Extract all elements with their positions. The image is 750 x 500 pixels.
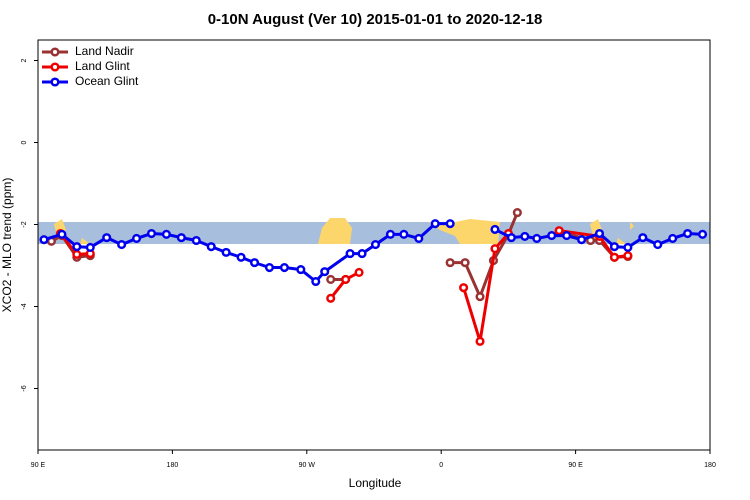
series-point xyxy=(357,249,367,259)
series-point xyxy=(191,235,201,246)
series-point xyxy=(341,274,351,284)
series-point xyxy=(85,242,95,253)
series-point xyxy=(414,233,424,243)
series-point xyxy=(326,293,336,303)
series-point xyxy=(132,233,142,243)
series-point xyxy=(460,258,470,268)
series-point xyxy=(296,265,306,275)
series-point xyxy=(430,219,440,229)
series-point xyxy=(547,231,557,241)
series-point xyxy=(697,229,708,239)
x-axis-title: Longitude xyxy=(349,476,402,490)
series-point xyxy=(146,228,157,239)
series-point xyxy=(520,231,530,241)
chart-title: 0-10N August (Ver 10) 2015-01-01 to 2020… xyxy=(208,11,543,28)
series-point xyxy=(638,233,648,243)
series-point xyxy=(326,274,336,284)
series-point xyxy=(475,336,485,346)
series-point xyxy=(72,242,82,252)
x-tick-label: 90 W xyxy=(299,462,316,469)
legend-marker xyxy=(50,77,60,87)
series-point xyxy=(249,258,260,268)
series-point xyxy=(554,226,564,236)
series-point xyxy=(490,244,500,254)
land-asia xyxy=(54,219,90,244)
x-tick-label: 90 E xyxy=(568,462,583,469)
land-africa xyxy=(318,218,352,244)
series-point xyxy=(57,229,67,239)
series-point xyxy=(72,249,82,259)
series-point xyxy=(221,247,231,257)
series-point xyxy=(117,240,127,250)
y-tick-label: -6 xyxy=(21,385,28,391)
series-point xyxy=(320,267,330,277)
plot-frame xyxy=(37,39,711,451)
series-point xyxy=(668,233,678,243)
series-point xyxy=(445,219,455,229)
x-tick-label: 90 E xyxy=(31,462,46,469)
series-point xyxy=(653,240,663,250)
series-point xyxy=(176,233,186,243)
series-point xyxy=(345,249,355,259)
y-axis-title: XCO2 - MLO trend (ppm) xyxy=(0,178,14,313)
x-tick-label: 180 xyxy=(167,462,179,469)
y-tick-label: 0 xyxy=(21,140,28,144)
legend-label: Land Nadir xyxy=(75,44,134,58)
series-point xyxy=(354,267,364,278)
series-point xyxy=(475,292,485,302)
series-point xyxy=(399,229,409,239)
series-point xyxy=(532,233,542,243)
series-point xyxy=(609,252,619,262)
series-point xyxy=(102,233,112,243)
series-point xyxy=(562,231,572,241)
series-point xyxy=(609,242,619,252)
legend-marker xyxy=(50,47,60,57)
legend-label: Ocean Glint xyxy=(75,74,139,88)
series-point xyxy=(236,252,246,262)
legend-marker xyxy=(50,62,60,72)
series-point xyxy=(161,229,171,239)
series-point xyxy=(311,276,321,287)
series-point xyxy=(577,235,587,245)
series-point xyxy=(385,229,395,239)
series-point xyxy=(459,283,469,293)
series-point xyxy=(623,251,633,261)
series-point xyxy=(623,242,633,253)
x-tick-label: 180 xyxy=(704,462,716,469)
series-point xyxy=(506,233,516,243)
y-tick-label: -2 xyxy=(21,221,28,227)
series-point xyxy=(683,228,693,239)
x-tick-label: 0 xyxy=(439,462,443,469)
series-point xyxy=(264,263,275,273)
series-point xyxy=(206,242,216,252)
series-point xyxy=(490,224,500,234)
series-point xyxy=(279,263,289,273)
y-tick-label: -4 xyxy=(21,303,28,309)
legend-label: Land Glint xyxy=(75,59,130,73)
y-tick-label: 2 xyxy=(21,58,28,62)
series-line xyxy=(59,229,629,342)
series-point xyxy=(512,208,522,218)
series-point xyxy=(594,228,605,239)
series-point xyxy=(445,258,455,268)
series-point xyxy=(370,240,381,250)
series-point xyxy=(39,235,49,245)
